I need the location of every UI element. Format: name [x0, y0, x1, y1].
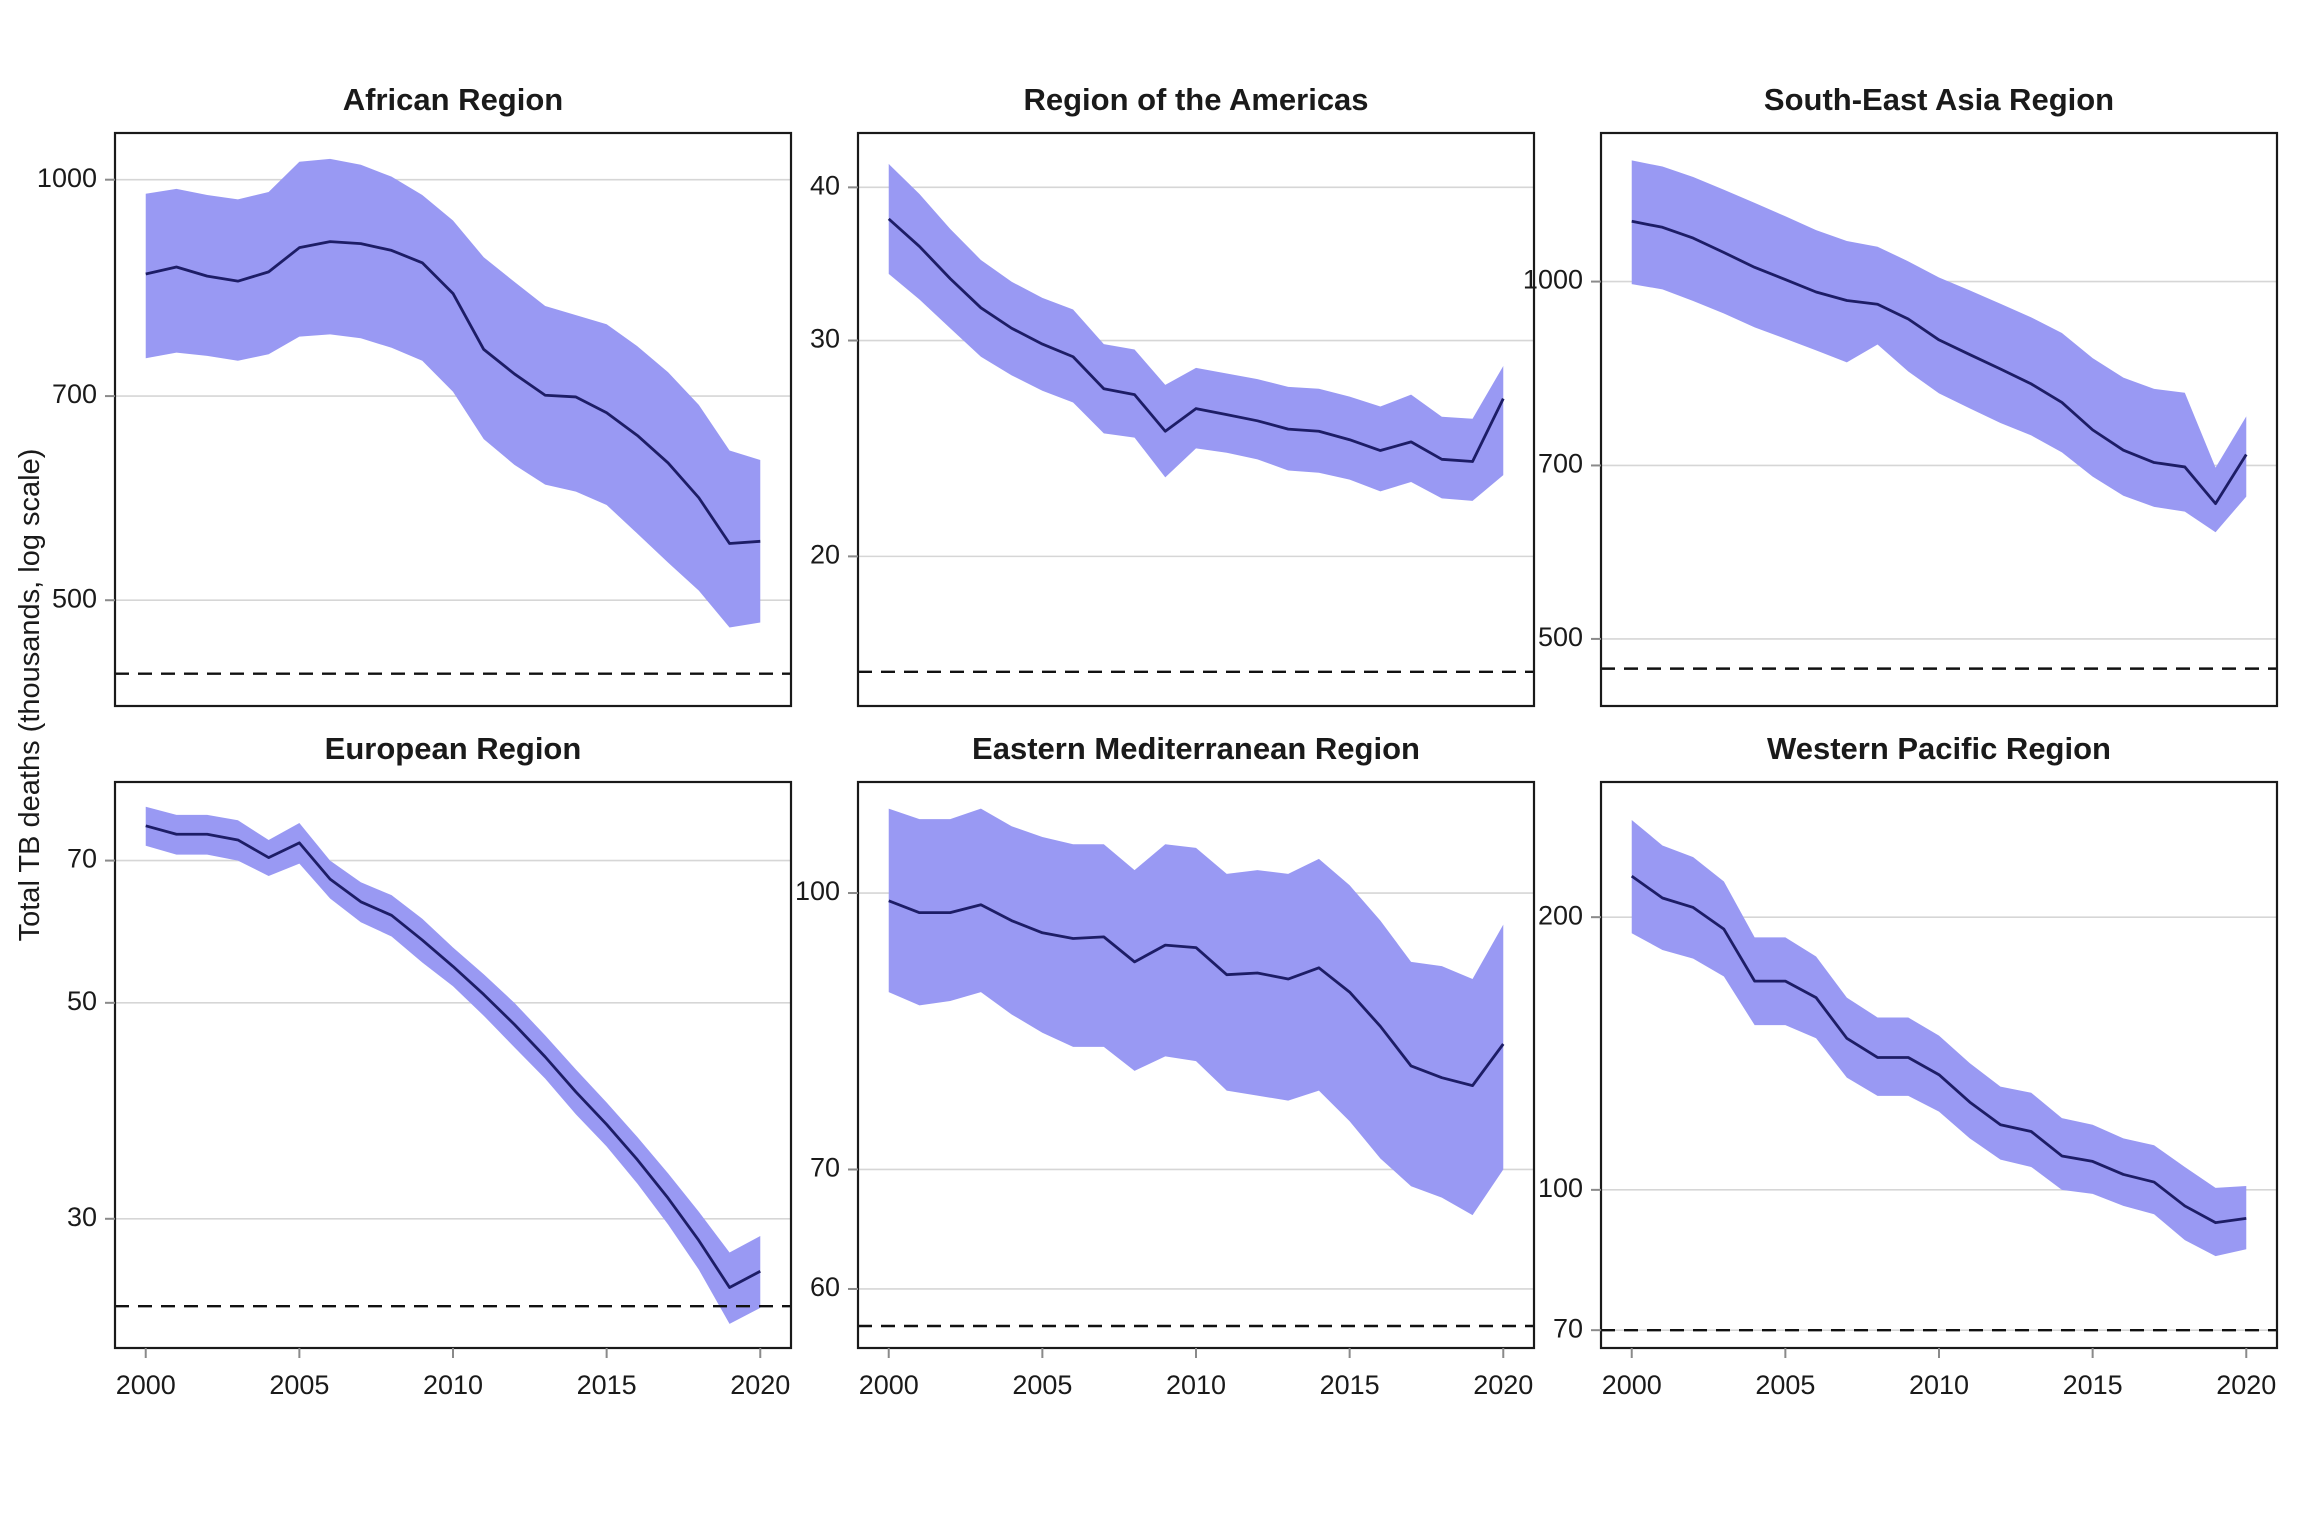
x-tick-label: 2010	[423, 1370, 483, 1400]
y-tick-label: 500	[1538, 622, 1583, 652]
panel-border	[856, 131, 1536, 708]
panel-plot-south-east-asia-region: 1000 700 500	[1523, 131, 2279, 708]
trend-line	[888, 899, 1505, 1088]
x-tick-label: 2010	[1909, 1370, 1969, 1400]
panel-plot-eastern-mediterranean-region: 100 70 60 2000 2005 2010 2015 2020	[795, 780, 1536, 1400]
x-tick-label: 2005	[1755, 1370, 1815, 1400]
y-tick-label: 60	[810, 1272, 840, 1302]
x-tick-label: 2020	[730, 1370, 790, 1400]
y-tick-label: 20	[810, 540, 840, 570]
x-tick-label: 2015	[1320, 1370, 1380, 1400]
panel-border	[1599, 131, 2279, 708]
trend-line	[145, 824, 761, 1289]
y-tick-label: 30	[67, 1202, 97, 1232]
confidence-ribbon	[145, 806, 761, 1324]
x-tick-label: 2000	[1602, 1370, 1662, 1400]
panel-title-western-pacific-region: Western Pacific Region	[1767, 731, 2111, 766]
y-tick-label: 100	[795, 876, 840, 906]
y-tick-label: 70	[1553, 1313, 1583, 1343]
confidence-ribbon	[888, 163, 1504, 501]
x-tick-label: 2020	[1473, 1370, 1533, 1400]
panel-border	[113, 780, 793, 1350]
confidence-ribbon	[1631, 160, 2247, 533]
panel-title-south-east-asia-region: South-East Asia Region	[1763, 82, 2115, 117]
y-tick-label: 30	[810, 324, 840, 354]
confidence-ribbon	[888, 808, 1504, 1216]
x-tick-label: 2015	[2063, 1370, 2123, 1400]
panel-title-european-region: European Region	[324, 731, 582, 766]
x-tick-label: 2000	[116, 1370, 176, 1400]
x-tick-label: 2005	[1012, 1370, 1072, 1400]
panel-title-african-region: African Region	[342, 82, 564, 117]
y-tick-label: 50	[67, 986, 97, 1016]
x-tick-label: 2000	[859, 1370, 919, 1400]
panel-plot-western-pacific-region: 200 100 70 2000 2005 2010 2015 2020	[1538, 780, 2279, 1400]
panel-plot-european-region: 70 50 30 2000 2005 2010 2015 2020	[67, 780, 793, 1400]
y-tick-label: 500	[52, 583, 97, 613]
confidence-ribbon	[1631, 820, 2247, 1257]
y-tick-label: 1000	[1523, 265, 1583, 295]
x-tick-label: 2005	[269, 1370, 329, 1400]
y-tick-label: 70	[810, 1153, 840, 1183]
trend-line	[1630, 874, 2247, 1225]
panel-plot-region-of-the-americas: 40 30 20	[810, 131, 1536, 708]
x-tick-label: 2010	[1166, 1370, 1226, 1400]
trend-line	[887, 217, 1505, 463]
y-tick-label: 1000	[37, 163, 97, 193]
y-tick-label: 70	[67, 844, 97, 874]
y-tick-label: 700	[52, 379, 97, 409]
y-tick-label: 700	[1538, 449, 1583, 479]
trend-line	[145, 240, 761, 545]
panel-title-eastern-mediterranean-region: Eastern Mediterranean Region	[972, 731, 1420, 766]
confidence-ribbon	[145, 158, 761, 628]
panel-plot-african-region: 1000 700 500	[37, 131, 793, 708]
x-tick-label: 2020	[2216, 1370, 2276, 1400]
trend-line	[1631, 219, 2248, 506]
y-tick-label: 200	[1538, 900, 1583, 930]
x-tick-label: 2015	[577, 1370, 637, 1400]
panel-title-region-of-the-americas: Region of the Americas	[1023, 82, 1369, 117]
panel-border	[113, 131, 793, 708]
y-tick-label: 100	[1538, 1173, 1583, 1203]
y-tick-label: 40	[810, 170, 840, 200]
